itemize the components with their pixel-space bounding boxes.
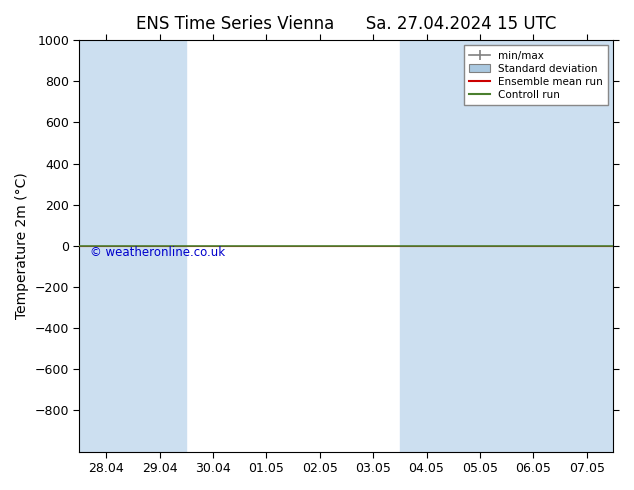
Bar bbox=[133, 40, 186, 452]
Title: ENS Time Series Vienna      Sa. 27.04.2024 15 UTC: ENS Time Series Vienna Sa. 27.04.2024 15… bbox=[136, 15, 557, 33]
Bar bbox=[453, 40, 507, 452]
Text: © weatheronline.co.uk: © weatheronline.co.uk bbox=[90, 246, 225, 259]
Bar bbox=[79, 40, 133, 452]
Bar bbox=[560, 40, 614, 452]
Legend: min/max, Standard deviation, Ensemble mean run, Controll run: min/max, Standard deviation, Ensemble me… bbox=[464, 45, 608, 105]
Bar bbox=[507, 40, 560, 452]
Y-axis label: Temperature 2m (°C): Temperature 2m (°C) bbox=[15, 172, 29, 319]
Bar bbox=[400, 40, 453, 452]
